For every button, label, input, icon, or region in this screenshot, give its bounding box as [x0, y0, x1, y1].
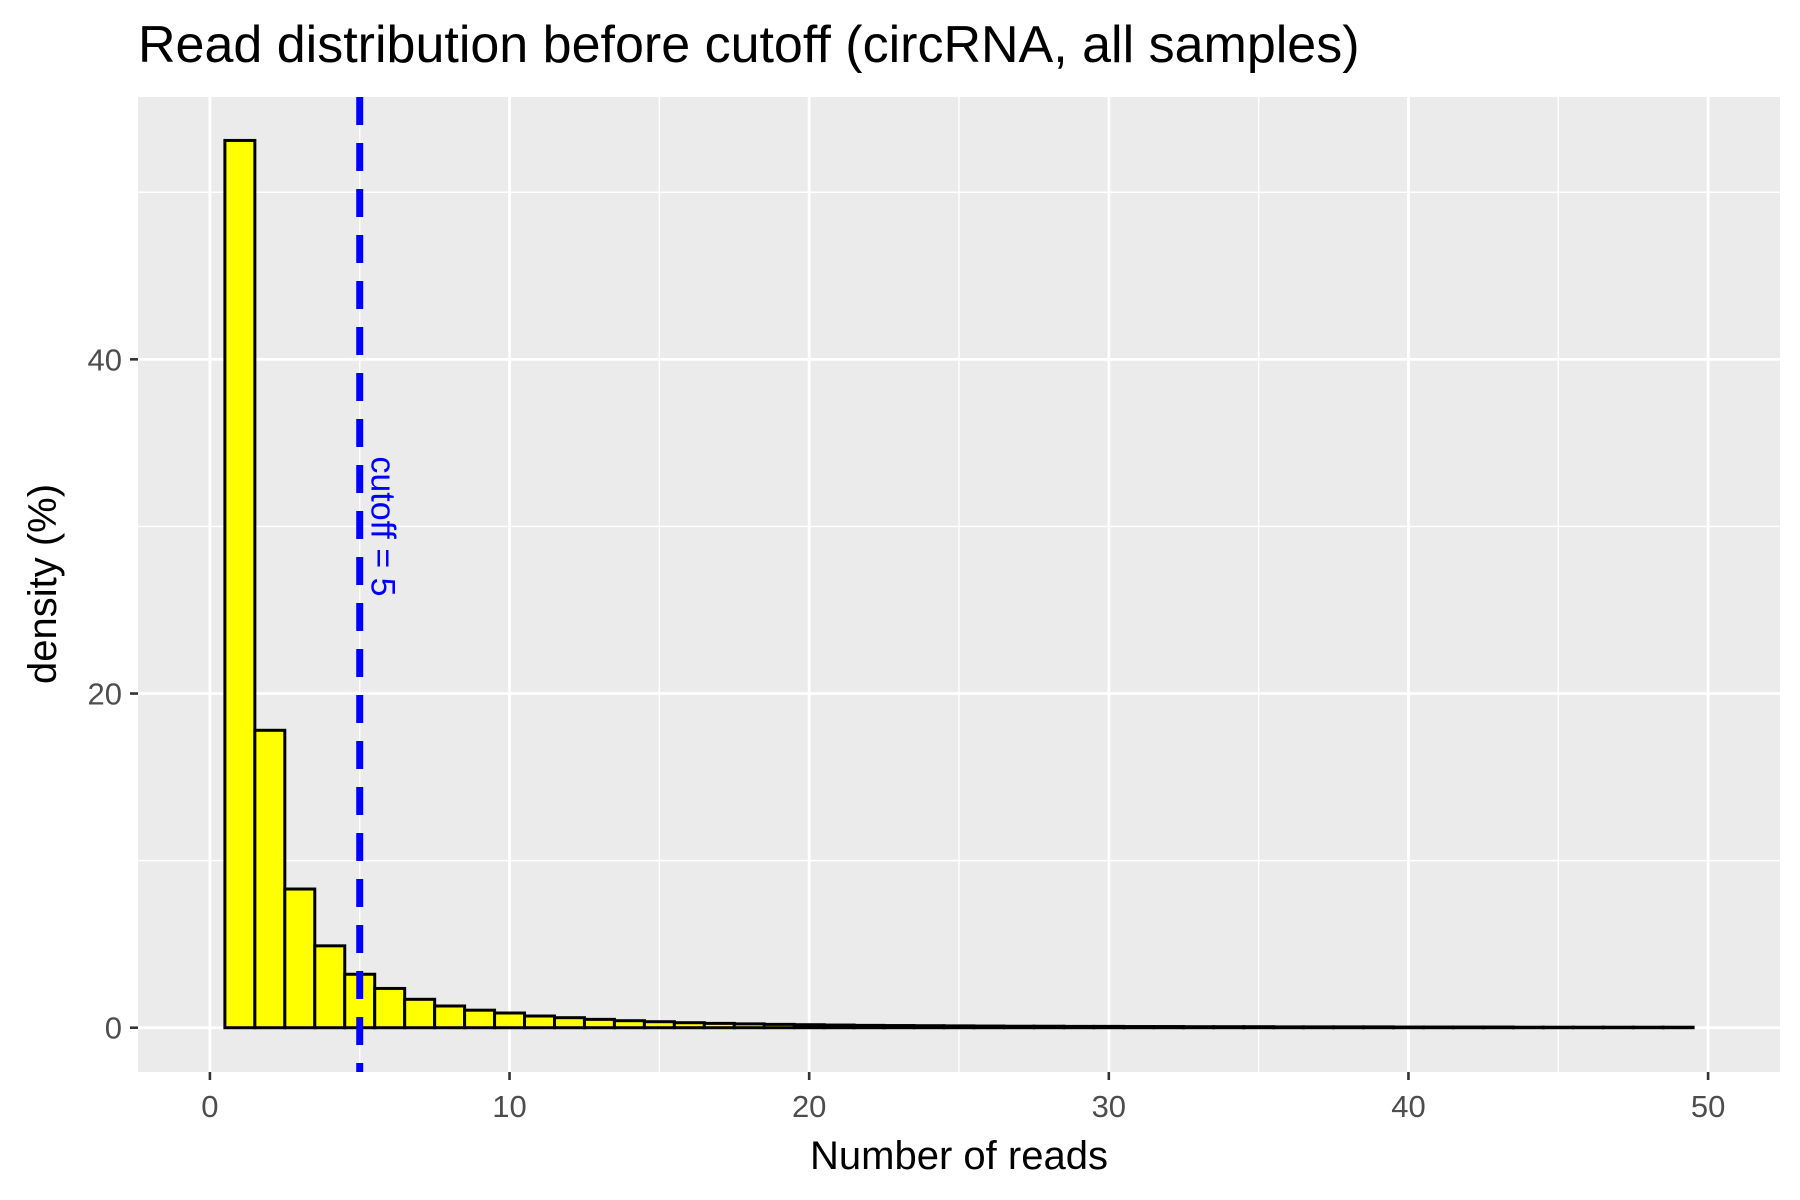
histogram-bar: [1332, 1025, 1366, 1030]
x-tick-label: 50: [1691, 1089, 1725, 1124]
histogram-bar: [1032, 1024, 1066, 1030]
histogram-bar: [313, 944, 347, 1030]
histogram-bar: [1421, 1025, 1455, 1030]
x-tick-label: 40: [1391, 1089, 1425, 1124]
histogram-bar: [912, 1024, 946, 1030]
histogram-bar: [1541, 1025, 1575, 1030]
cutoff-label: cutoff = 5: [364, 456, 402, 596]
histogram-bar: [852, 1023, 886, 1030]
chart-title: Read distribution before cutoff (circRNA…: [138, 16, 1360, 74]
histogram-bar: [1272, 1025, 1306, 1030]
histogram-bar: [882, 1024, 916, 1030]
x-tick-label: 0: [201, 1089, 218, 1124]
x-axis-title: Number of reads: [810, 1134, 1108, 1178]
cutoff-group: cutoff = 5: [356, 97, 402, 1072]
histogram-bar: [642, 1020, 676, 1030]
y-tick-label: 20: [88, 677, 122, 712]
histogram-bar: [1511, 1025, 1545, 1030]
axis-ticks: 0 10 20 30 40 50 0 20 40: [88, 342, 1726, 1124]
y-tick-label: 0: [105, 1011, 122, 1046]
histogram-bar: [403, 997, 437, 1030]
histogram-bar: [493, 1011, 527, 1030]
histogram-bar: [942, 1024, 976, 1030]
histogram-bar: [1182, 1025, 1216, 1030]
histogram-bar: [612, 1019, 646, 1030]
histogram-bar: [702, 1021, 736, 1030]
histogram-bar: [523, 1014, 556, 1030]
histogram-bar: [253, 728, 287, 1030]
histogram-bar: [1212, 1025, 1246, 1030]
histogram-bar: [672, 1021, 706, 1030]
histogram-bar: [1481, 1025, 1515, 1030]
histogram-bar: [283, 887, 317, 1030]
x-tick-label: 20: [792, 1089, 826, 1124]
histogram-bar: [1601, 1025, 1635, 1030]
histogram-bar: [433, 1004, 467, 1030]
histogram-bar: [1002, 1024, 1036, 1030]
histogram-bar: [223, 138, 257, 1030]
histogram-bar: [1062, 1024, 1096, 1030]
histogram-bar: [1451, 1025, 1485, 1030]
histogram-bar: [1571, 1025, 1605, 1030]
histogram-bar: [1391, 1025, 1425, 1030]
y-axis-title: density (%): [21, 484, 65, 684]
histogram-bar: [732, 1022, 766, 1030]
histogram-bars: [223, 138, 1695, 1030]
histogram-bar: [1631, 1025, 1665, 1030]
histogram-bar: [1362, 1025, 1395, 1030]
histogram-bar: [792, 1023, 826, 1030]
x-tick-label: 30: [1092, 1089, 1126, 1124]
histogram-bar: [1242, 1025, 1276, 1030]
histogram-bar: [1302, 1025, 1336, 1030]
x-tick-label: 10: [492, 1089, 526, 1124]
histogram-bar: [373, 986, 407, 1030]
histogram-bar: [1661, 1025, 1695, 1030]
histogram-bar: [762, 1022, 796, 1030]
histogram-bar: [972, 1024, 1006, 1030]
histogram-bar: [582, 1017, 616, 1030]
histogram-bar: [463, 1008, 497, 1030]
histogram-bar: [1122, 1025, 1156, 1030]
histogram-bar: [1152, 1025, 1186, 1030]
histogram-bar: [552, 1016, 586, 1030]
histogram-bar: [1092, 1024, 1126, 1030]
y-tick-label: 40: [88, 342, 122, 377]
histogram-bar: [822, 1023, 856, 1030]
